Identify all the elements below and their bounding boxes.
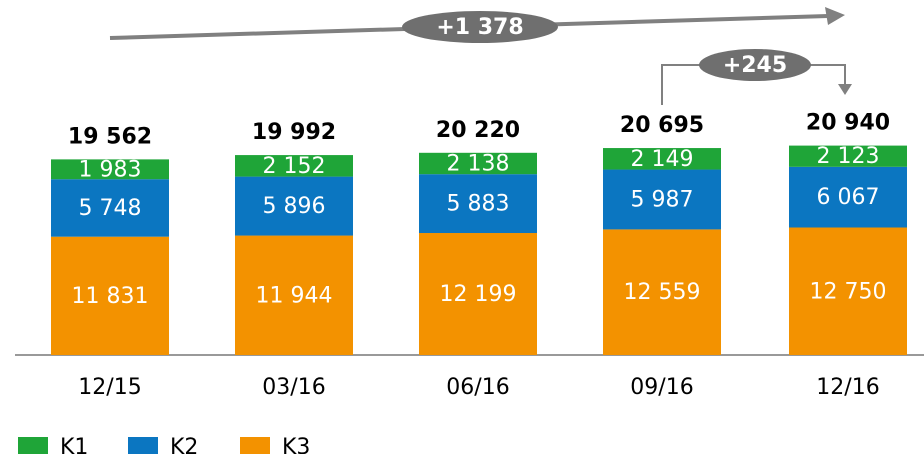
value-label: 6 067 xyxy=(817,185,880,210)
bar-segment xyxy=(603,148,721,170)
value-label: 5 883 xyxy=(447,192,510,217)
x-tick-label: 06/16 xyxy=(446,375,509,400)
bar-segment xyxy=(51,179,169,237)
bar-segment xyxy=(419,152,537,175)
total-label: 19 562 xyxy=(68,124,152,149)
value-label: 2 152 xyxy=(263,154,326,179)
arrow-head xyxy=(838,84,852,95)
x-tick-label: 12/16 xyxy=(816,375,879,400)
total-label: 19 992 xyxy=(252,120,336,145)
value-label: 1 983 xyxy=(79,157,142,182)
x-tick-label: 03/16 xyxy=(262,375,325,400)
x-tick-label: 12/15 xyxy=(78,375,141,400)
bar-segment xyxy=(51,159,169,180)
annotation-pill xyxy=(402,11,558,43)
value-label: 2 149 xyxy=(631,147,694,172)
bar-segment xyxy=(419,174,537,234)
x-tick-label: 09/16 xyxy=(630,375,693,400)
legend-label: K1 xyxy=(60,435,88,454)
legend-label: K3 xyxy=(282,435,310,454)
total-label: 20 695 xyxy=(620,113,704,138)
value-label: 5 896 xyxy=(263,194,326,219)
value-label: 5 748 xyxy=(79,196,142,221)
value-label: 11 944 xyxy=(256,283,333,308)
annotation-pill xyxy=(699,49,811,81)
bar-segment xyxy=(789,145,907,167)
bar-segment xyxy=(235,235,353,355)
value-label: 5 987 xyxy=(631,187,694,212)
value-label: 2 123 xyxy=(817,144,880,169)
bar-segment xyxy=(419,233,537,355)
bar-segment xyxy=(789,227,907,355)
value-label: 12 199 xyxy=(440,282,517,307)
legend-swatch xyxy=(18,437,48,454)
total-label: 20 940 xyxy=(806,111,890,136)
bar-segment xyxy=(235,155,353,177)
arrow-head xyxy=(825,7,845,25)
bar-segment xyxy=(603,169,721,230)
annotation: +1 378 xyxy=(436,15,523,40)
total-label: 20 220 xyxy=(436,118,520,143)
bar-segment xyxy=(789,166,907,228)
value-label: 11 831 xyxy=(72,284,149,309)
bar-segment xyxy=(603,229,721,355)
value-label: 12 750 xyxy=(810,279,887,304)
legend-label: K2 xyxy=(170,435,198,454)
annotation: +245 xyxy=(723,53,787,78)
legend-swatch xyxy=(128,437,158,454)
bar-segment xyxy=(51,236,169,355)
value-label: 2 138 xyxy=(447,151,510,176)
bar-segment xyxy=(235,176,353,236)
value-label: 12 559 xyxy=(624,280,701,305)
legend-swatch xyxy=(240,437,270,454)
